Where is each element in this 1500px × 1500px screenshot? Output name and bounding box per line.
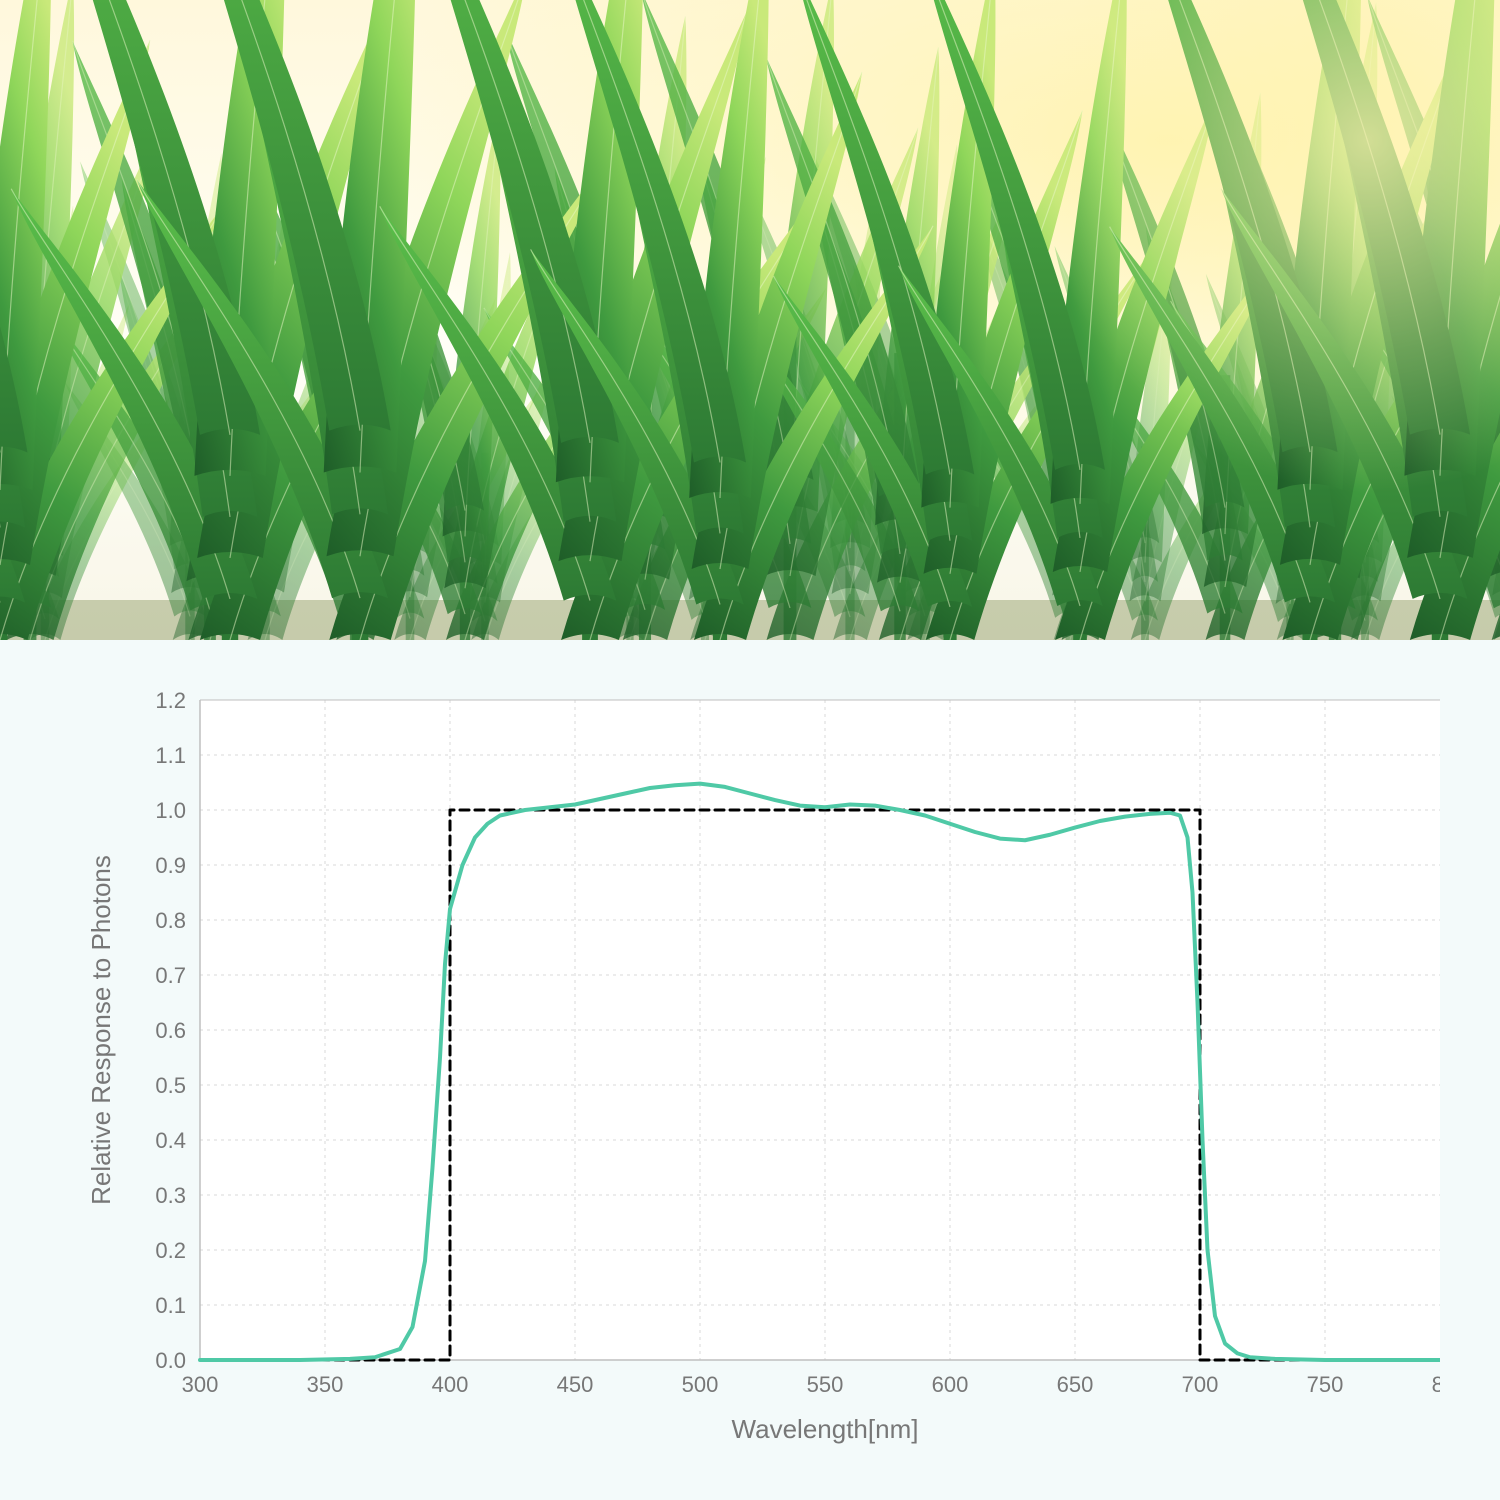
- y-axis-label: Relative Response to Photons: [86, 855, 116, 1205]
- y-tick-label: 0.7: [155, 963, 186, 988]
- x-tick-label: 350: [307, 1372, 344, 1397]
- y-tick-label: 0.1: [155, 1293, 186, 1318]
- x-tick-label: 550: [807, 1372, 844, 1397]
- chart-panel: 300 350 400 450 500 550 600 650 700 750 800 0.0 0.1 0…: [0, 640, 1500, 1500]
- plants-sunlight-illustration: [0, 0, 1500, 640]
- page: 300 350 400 450 500 550 600 650 700 750 800 0.0 0.1 0…: [0, 0, 1500, 1500]
- x-tick-label: 700: [1182, 1372, 1219, 1397]
- x-tick-label: 300: [182, 1372, 219, 1397]
- x-tick-label: 750: [1307, 1372, 1344, 1397]
- x-tick-label: 650: [1057, 1372, 1094, 1397]
- x-tick-label: 600: [932, 1372, 969, 1397]
- x-tick-label: 500: [682, 1372, 719, 1397]
- y-tick-label: 0.0: [155, 1348, 186, 1373]
- y-tick-label: 0.6: [155, 1018, 186, 1043]
- x-axis-label: Wavelength[nm]: [732, 1414, 919, 1444]
- y-tick-label: 0.4: [155, 1128, 186, 1153]
- y-tick-label: 0.3: [155, 1183, 186, 1208]
- y-tick-label: 1.0: [155, 798, 186, 823]
- hero-image: [0, 0, 1500, 640]
- x-tick-label: 400: [432, 1372, 469, 1397]
- y-tick-label: 0.5: [155, 1073, 186, 1098]
- y-tick-label: 0.8: [155, 908, 186, 933]
- x-tick-label: 800: [1432, 1372, 1440, 1397]
- x-tick-label: 450: [557, 1372, 594, 1397]
- y-tick-label: 0.9: [155, 853, 186, 878]
- y-tick-label: 0.2: [155, 1238, 186, 1263]
- y-tick-label: 1.2: [155, 688, 186, 713]
- response-spectrum-chart: 300 350 400 450 500 550 600 650 700 750 800 0.0 0.1 0…: [60, 680, 1440, 1470]
- y-tick-label: 1.1: [155, 743, 186, 768]
